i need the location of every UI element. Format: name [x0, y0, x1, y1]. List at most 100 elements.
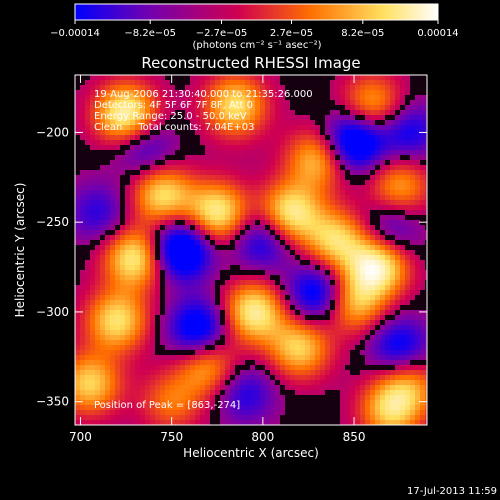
heatmap-cell: [255, 265, 261, 271]
heatmap-cell: [240, 365, 246, 371]
heatmap-cell: [425, 195, 427, 201]
heatmap-cell: [370, 140, 376, 146]
heatmap-cell: [145, 140, 151, 146]
heatmap-cell: [130, 155, 136, 161]
heatmap-cell: [135, 300, 141, 306]
heatmap-cell: [350, 415, 356, 421]
heatmap-cell: [160, 120, 166, 126]
heatmap-cell: [210, 135, 216, 141]
heatmap-cell: [420, 220, 426, 226]
heatmap-cell: [405, 300, 411, 306]
heatmap-cell: [280, 395, 286, 401]
heatmap-cell: [225, 125, 231, 131]
heatmap-cell: [340, 305, 346, 311]
heatmap-cell: [275, 315, 281, 321]
heatmap-cell: [390, 160, 396, 166]
heatmap-cell: [85, 225, 91, 231]
heatmap-cell: [375, 370, 381, 376]
heatmap-cell: [90, 325, 96, 331]
heatmap-cell: [160, 90, 166, 96]
heatmap-cell: [75, 370, 81, 376]
heatmap-cell: [220, 305, 226, 311]
heatmap-cell: [105, 95, 111, 101]
heatmap-cell: [400, 320, 406, 326]
heatmap-cell: [160, 385, 166, 391]
heatmap-cell: [390, 95, 396, 101]
heatmap-cell: [260, 240, 266, 246]
heatmap-cell: [185, 210, 191, 216]
heatmap-cell: [285, 125, 291, 131]
heatmap-cell: [335, 285, 341, 291]
heatmap-cell: [295, 320, 301, 326]
heatmap-cell: [340, 385, 346, 391]
heatmap-cell: [225, 95, 231, 101]
heatmap-cell: [285, 135, 291, 141]
heatmap-cell: [195, 325, 201, 331]
heatmap-cell: [410, 155, 416, 161]
heatmap-cell: [190, 360, 196, 366]
heatmap-cell: [295, 285, 301, 291]
heatmap-cell: [185, 280, 191, 286]
heatmap-cell: [400, 155, 406, 161]
heatmap-cell: [175, 400, 181, 406]
heatmap-cell: [310, 395, 316, 401]
heatmap-cell: [130, 270, 136, 276]
heatmap-cell: [315, 405, 321, 411]
heatmap-cell: [180, 415, 186, 421]
heatmap-cell: [295, 155, 301, 161]
heatmap-cell: [110, 350, 116, 356]
heatmap-cell: [110, 380, 116, 386]
heatmap-cell: [320, 285, 326, 291]
heatmap-cell: [100, 410, 106, 416]
heatmap-cell: [200, 205, 206, 211]
heatmap-cell: [110, 285, 116, 291]
heatmap-cell: [145, 115, 151, 121]
heatmap-cell: [290, 375, 296, 381]
heatmap-cell: [320, 125, 326, 131]
heatmap-cell: [355, 185, 361, 191]
heatmap-cell: [80, 365, 86, 371]
heatmap-cell: [380, 410, 386, 416]
heatmap-cell: [220, 185, 226, 191]
heatmap-cell: [90, 90, 96, 96]
heatmap-cell: [205, 260, 211, 266]
heatmap-cell: [250, 305, 256, 311]
heatmap-cell: [400, 85, 406, 91]
heatmap-cell: [280, 95, 286, 101]
heatmap-cell: [305, 390, 311, 396]
heatmap-cell: [80, 125, 86, 131]
heatmap-cell: [215, 75, 221, 81]
heatmap-cell: [220, 100, 226, 106]
heatmap-cell: [305, 130, 311, 136]
heatmap-cell: [190, 260, 196, 266]
heatmap-cell: [165, 380, 171, 386]
heatmap-cell: [125, 270, 131, 276]
heatmap-cell: [370, 410, 376, 416]
heatmap-cell: [130, 360, 136, 366]
heatmap-cell: [205, 245, 211, 251]
heatmap-cell: [260, 400, 266, 406]
heatmap-cell: [265, 230, 271, 236]
heatmap-cell: [365, 225, 371, 231]
heatmap-cell: [255, 145, 261, 151]
heatmap-cell: [205, 250, 211, 256]
heatmap-cell: [360, 415, 366, 421]
heatmap-cell: [410, 80, 416, 86]
heatmap-cell: [270, 395, 276, 401]
heatmap-cell: [195, 110, 201, 116]
heatmap-cell: [375, 340, 381, 346]
heatmap-cell: [290, 250, 296, 256]
heatmap-cell: [200, 410, 206, 416]
heatmap-cell: [320, 235, 326, 241]
heatmap-cell: [180, 310, 186, 316]
heatmap-cell: [330, 420, 336, 425]
heatmap-cell: [180, 290, 186, 296]
heatmap-cell: [125, 90, 131, 96]
heatmap-cell: [315, 100, 321, 106]
heatmap-cell: [180, 260, 186, 266]
heatmap-cell: [305, 260, 311, 266]
heatmap-cell: [80, 370, 86, 376]
heatmap-cell: [170, 300, 176, 306]
heatmap-cell: [310, 180, 316, 186]
heatmap-cell: [235, 235, 241, 241]
